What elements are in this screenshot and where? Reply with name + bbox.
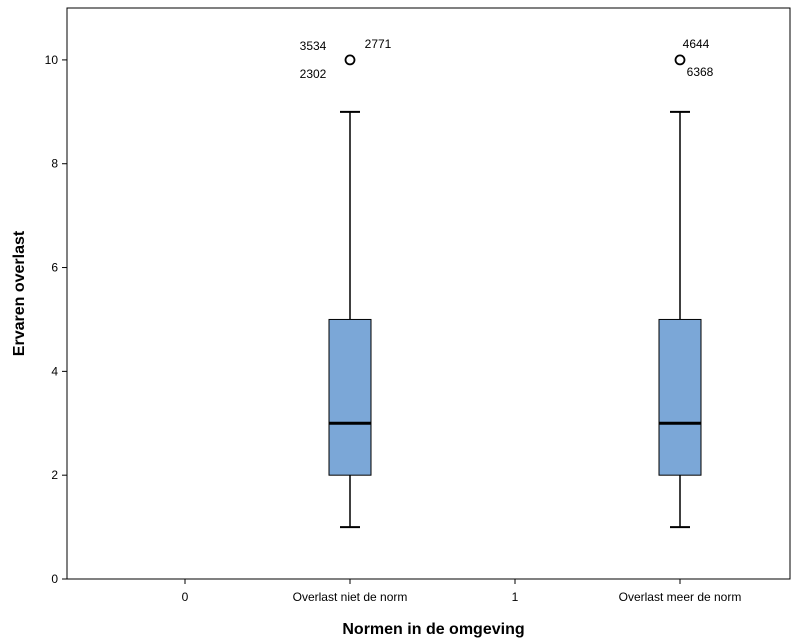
y-tick-label: 4 [51,364,58,378]
x-tick-label: Overlast niet de norm [293,590,408,604]
box-group: 4644 6368 [658,37,714,529]
outlier-label: 6368 [687,65,714,79]
y-tick-label: 2 [51,468,58,482]
axes [66,7,791,580]
outlier-point [344,54,356,66]
x-axis-title: Normen in de omgeving [342,621,524,638]
x-tick-label: 0 [182,590,189,604]
plot-frame [66,7,791,580]
y-tick-label: 6 [51,261,58,275]
y-tick-label: 10 [45,53,59,67]
box-group: 3534 2771 2302 [300,37,392,529]
outlier-point [674,54,686,66]
outlier-label: 2771 [365,37,392,51]
x-axis-ticks: 0 Overlast niet de norm 1 Overlast meer de … [182,579,742,604]
y-tick-label: 0 [51,572,58,586]
x-tick-label: 1 [512,590,519,604]
outlier-label: 2302 [300,67,327,81]
x-tick-label: Overlast meer de norm [619,590,742,604]
boxes: 3534 2771 2302 4644 6368 [300,37,714,529]
iqr-box [328,318,372,476]
y-axis-title: Ervaren overlast [11,230,28,356]
y-tick-label: 8 [51,157,58,171]
outlier-label: 3534 [300,39,327,53]
outlier-label: 4644 [683,37,710,51]
iqr-box [658,318,702,476]
y-axis-ticks: 0 2 4 6 8 10 [45,53,67,586]
